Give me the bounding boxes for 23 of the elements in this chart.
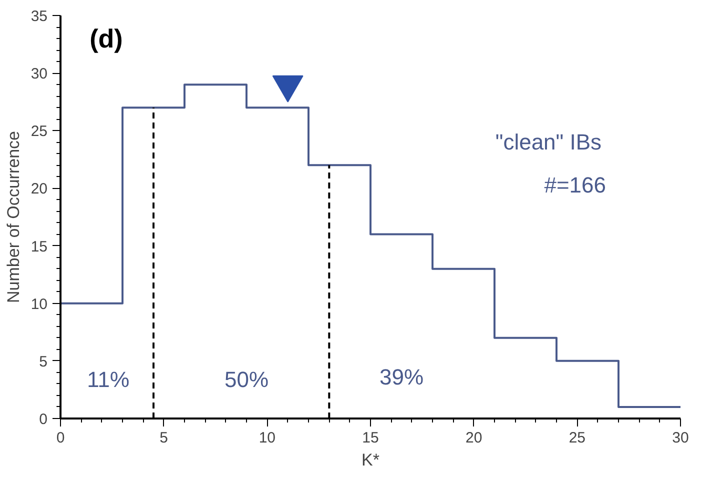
- y-tick-label: 35: [30, 8, 48, 25]
- x-axis-title: K*: [362, 450, 380, 470]
- y-tick-label: 25: [30, 123, 48, 140]
- x-tick-label: 5: [160, 430, 168, 446]
- annotation: 39%: [379, 364, 424, 390]
- annotation: 11%: [87, 366, 130, 392]
- x-tick-label: 0: [56, 430, 65, 446]
- y-tick-label: 30: [30, 66, 48, 83]
- y-tick-label: 10: [30, 296, 48, 313]
- y-tick-label: 0: [39, 411, 48, 428]
- y-tick-label: 5: [39, 353, 48, 370]
- y-tick-label: 20: [30, 180, 48, 198]
- x-tick-label: 10: [258, 430, 276, 446]
- x-tick-label: 25: [568, 430, 586, 446]
- annotation: #=166: [544, 172, 606, 198]
- annotation: (d): [90, 23, 123, 54]
- annotation: 50%: [224, 366, 269, 392]
- x-tick-label: 20: [465, 430, 482, 446]
- x-tick-label: 30: [672, 430, 689, 446]
- y-tick-label: 15: [30, 238, 48, 256]
- y-axis-title: Number of Occurrence: [4, 131, 23, 303]
- annotation: "clean" IBs: [495, 130, 602, 155]
- x-tick-label: 15: [362, 430, 379, 446]
